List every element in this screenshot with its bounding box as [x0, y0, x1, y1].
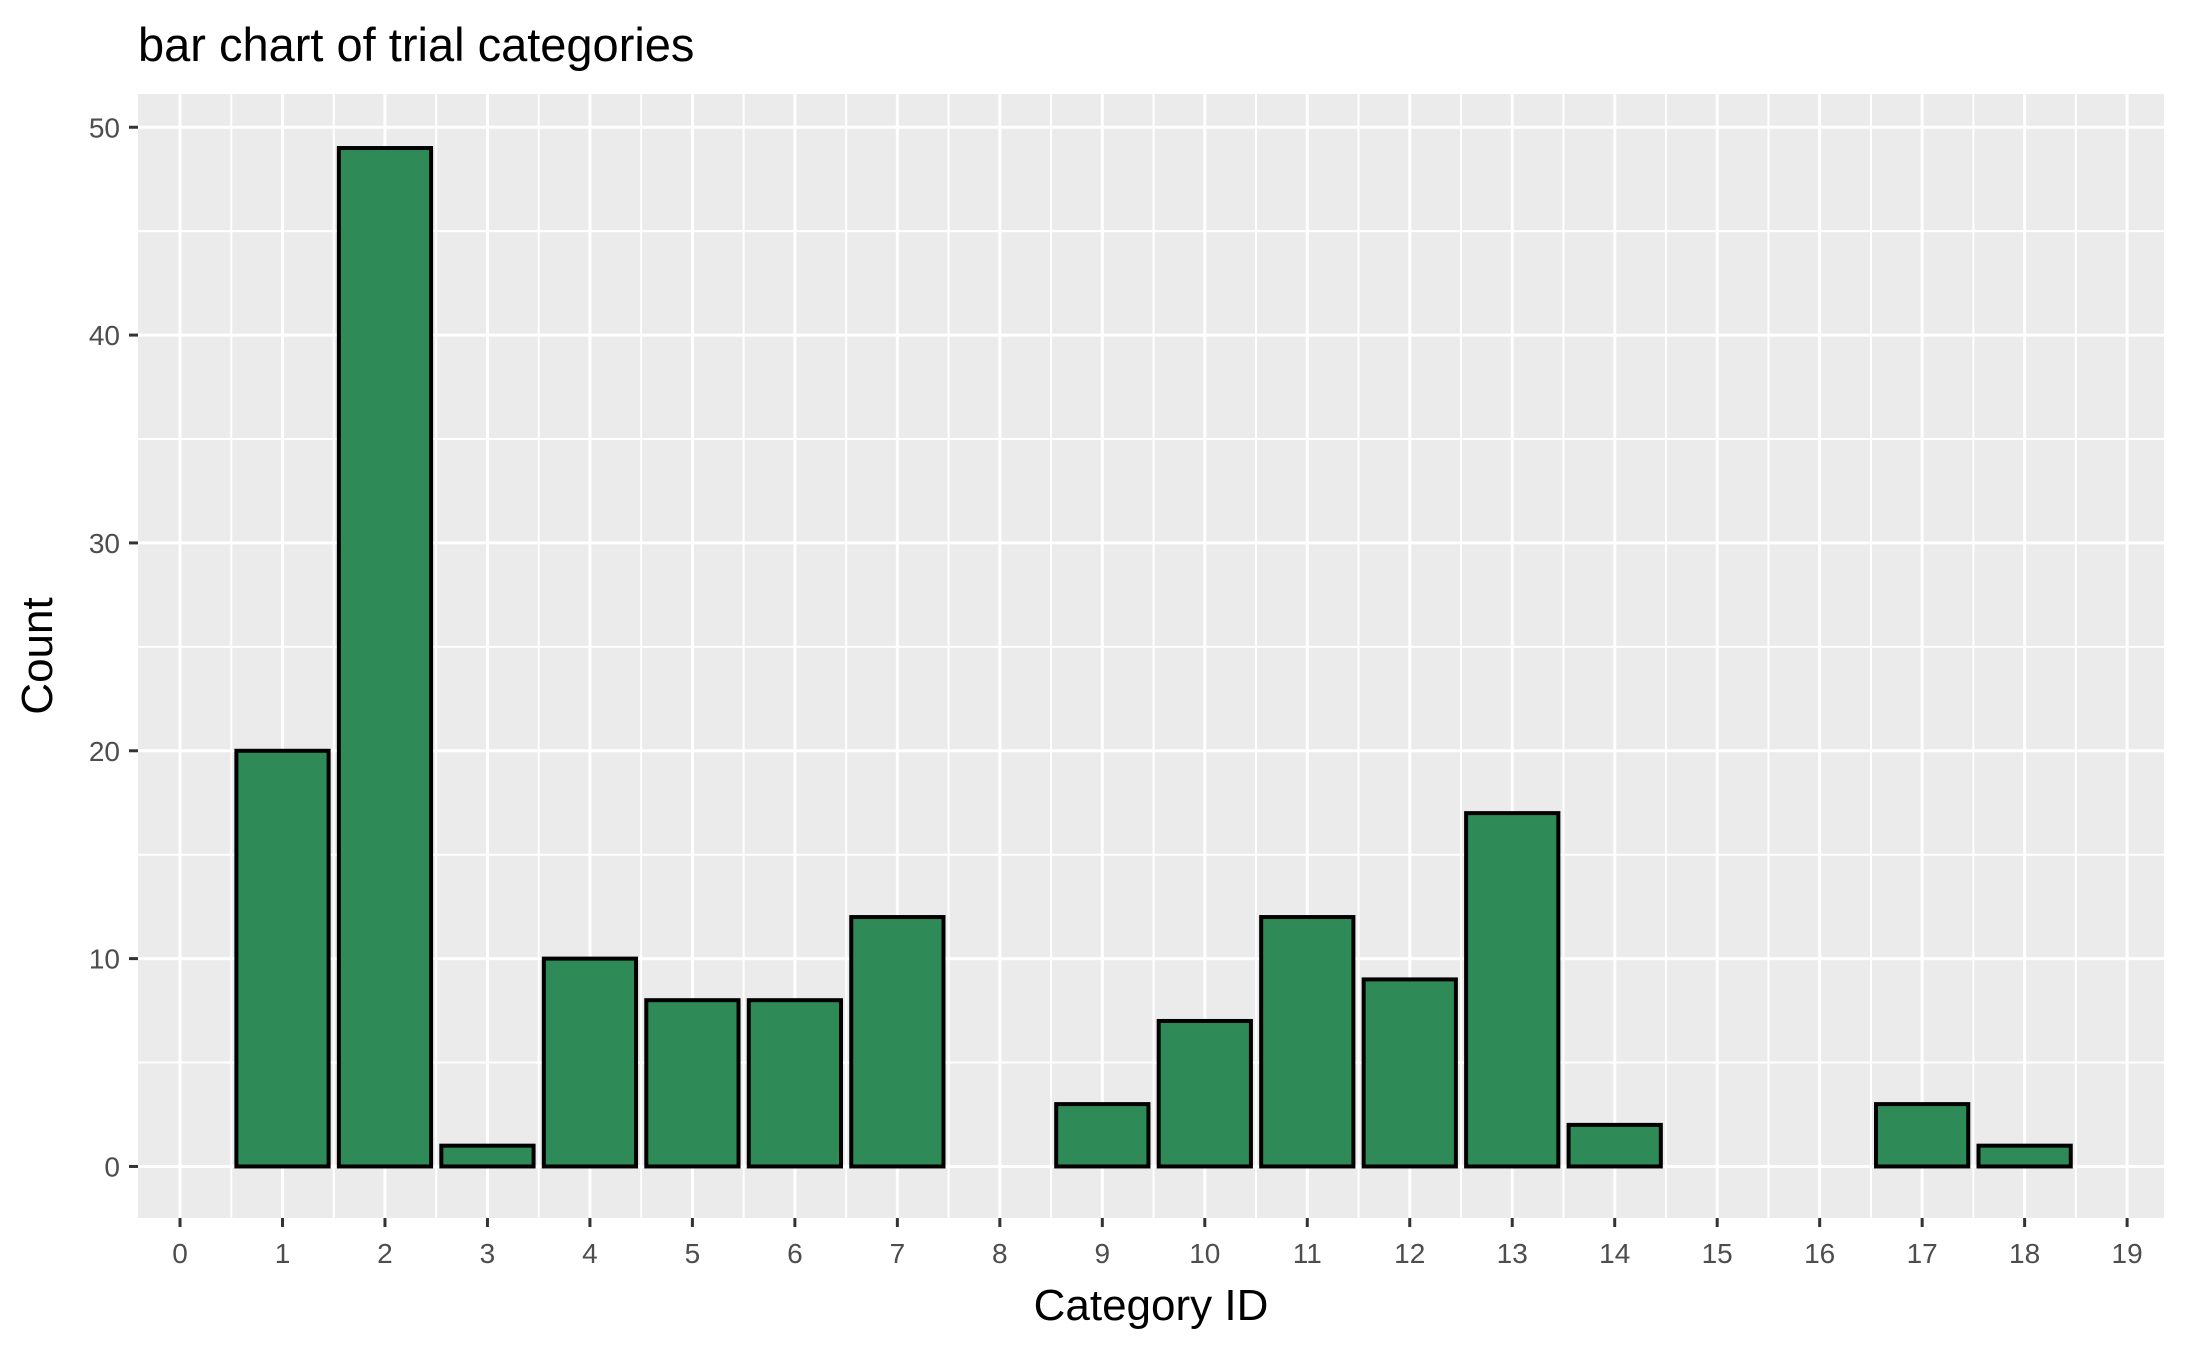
x-tick-label: 0 — [172, 1238, 188, 1269]
y-tick-label: 40 — [89, 320, 120, 351]
y-tick-label: 20 — [89, 736, 120, 767]
x-tick-label: 4 — [582, 1238, 598, 1269]
bar — [541, 956, 639, 1169]
bar — [849, 915, 946, 1169]
x-tick-label: 13 — [1497, 1238, 1528, 1269]
bar — [746, 998, 844, 1169]
y-axis-title: Count — [13, 597, 62, 715]
x-tick-label: 15 — [1702, 1238, 1733, 1269]
x-tick-label: 19 — [2112, 1238, 2143, 1269]
x-tick-label: 8 — [992, 1238, 1008, 1269]
x-tick-label: 16 — [1804, 1238, 1835, 1269]
x-tick-label: 11 — [1293, 1238, 1322, 1269]
x-tick-label: 5 — [685, 1238, 701, 1269]
y-tick-label: 0 — [104, 1151, 120, 1182]
bar — [644, 998, 741, 1169]
bar — [1361, 977, 1458, 1169]
plot-panel — [138, 94, 2164, 1218]
bar — [1874, 1102, 1971, 1169]
bar — [439, 1143, 536, 1169]
x-tick-label: 2 — [377, 1238, 393, 1269]
bar — [1464, 811, 1561, 1169]
x-tick-label: 12 — [1394, 1238, 1425, 1269]
bar — [336, 146, 434, 1169]
y-tick-label: 50 — [89, 112, 120, 143]
x-tick-label: 6 — [787, 1238, 803, 1269]
y-tick-label: 10 — [89, 944, 120, 975]
x-tick-label: 9 — [1095, 1238, 1111, 1269]
bar — [1566, 1122, 1663, 1169]
bar — [1054, 1102, 1151, 1169]
bar — [1156, 1018, 1253, 1169]
x-tick-label: 7 — [890, 1238, 906, 1269]
x-tick-label: 17 — [1907, 1238, 1938, 1269]
chart-title: bar chart of trial categories — [138, 18, 695, 71]
x-tick-label: 18 — [2009, 1238, 2040, 1269]
x-tick-label: 1 — [275, 1238, 291, 1269]
x-axis-title: Category ID — [1033, 1281, 1269, 1330]
bar — [234, 748, 331, 1169]
bar — [1259, 915, 1356, 1169]
x-tick-label: 3 — [480, 1238, 496, 1269]
bar — [1976, 1143, 2073, 1169]
x-tick-label: 14 — [1599, 1238, 1630, 1269]
x-tick-label: 10 — [1189, 1238, 1220, 1269]
y-tick-label: 30 — [89, 528, 120, 559]
